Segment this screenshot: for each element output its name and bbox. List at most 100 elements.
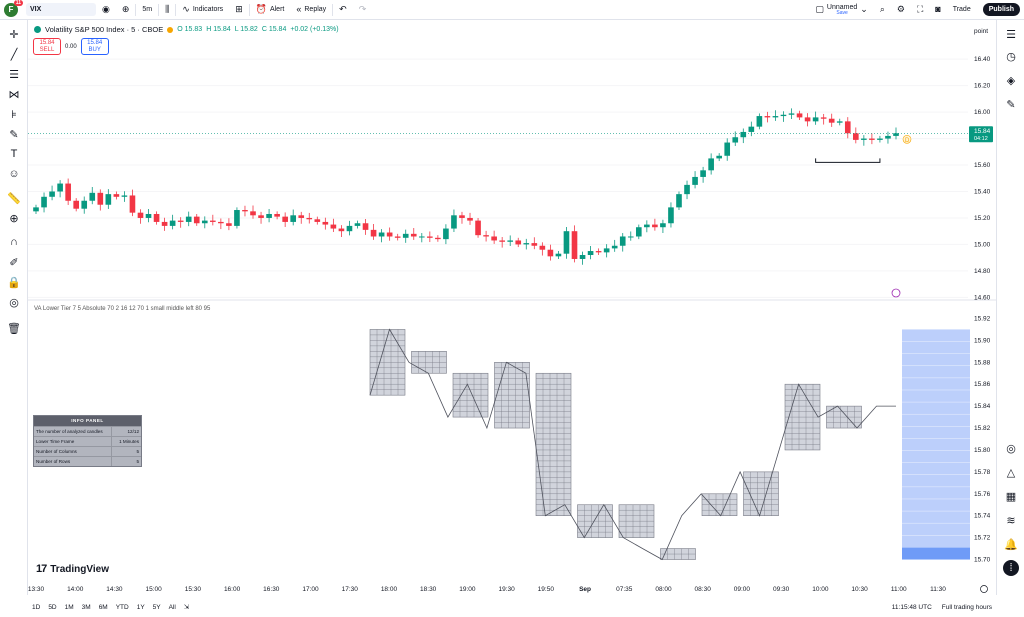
legend-title: Volatility S&P 500 Index · 5 · CBOE — [45, 25, 164, 34]
candle-body — [467, 217, 473, 221]
trade-button[interactable]: Trade — [947, 0, 977, 20]
streams-icon[interactable]: ≋ — [1006, 514, 1016, 527]
price-axis-tick-label: 15.20 — [974, 215, 991, 222]
session-label[interactable]: Full trading hours — [941, 603, 992, 611]
alerts-clock-icon[interactable]: ◷ — [1006, 50, 1016, 63]
candle-body — [81, 200, 88, 209]
brush-icon[interactable]: ✎ — [9, 128, 19, 141]
sell-button[interactable]: 15.84 SELL — [33, 38, 61, 55]
ideas-icon[interactable]: △ — [1006, 466, 1016, 479]
trash-icon[interactable]: 🗑 — [7, 322, 21, 335]
layers-icon[interactable]: ◈ — [1006, 74, 1016, 87]
add-symbol-button[interactable]: ⊕ — [116, 0, 136, 20]
undo-button[interactable]: ↶ — [333, 0, 353, 20]
indicator-axis-tick-label: 15.92 — [974, 315, 991, 322]
text-tool-icon[interactable]: T — [10, 148, 18, 160]
range-1y[interactable]: 1Y — [136, 603, 145, 611]
indicator-legend[interactable]: VA Lower Tier 7 5 Absolute 70 2 16 12 70… — [34, 306, 211, 312]
quick-search-button[interactable]: ⌕ — [874, 0, 891, 20]
info-key: Lower Time Frame — [34, 437, 112, 446]
range-6m[interactable]: 6M — [98, 603, 108, 611]
candle-body — [893, 133, 899, 136]
hide-drawings-icon[interactable]: ◎ — [9, 296, 19, 309]
rewind-icon: « — [296, 4, 302, 14]
candle-body — [266, 213, 272, 218]
clock-time[interactable]: 11:15:48 UTC — [891, 603, 932, 611]
buy-button[interactable]: 15.84 BUY — [80, 38, 109, 55]
tradingview-logo[interactable]: 17 TradingView — [36, 563, 109, 575]
time-axis-label: Sep — [579, 586, 591, 593]
target-icon[interactable]: ◎ — [1006, 442, 1016, 455]
pattern-icon[interactable]: ⋈ — [8, 88, 20, 101]
time-axis-label: 13:30 — [28, 586, 45, 593]
lock-icon[interactable]: 🔒 — [7, 276, 21, 289]
range-1d[interactable]: 1D — [32, 603, 41, 611]
chart-type-button[interactable]: ⫼ — [159, 0, 175, 20]
timeframe-button[interactable]: 5m — [136, 0, 158, 20]
ruler-icon[interactable]: 📏 — [7, 192, 21, 205]
indicator-pane[interactable]: 15.92 15.90 15.88 15.86 15.84 15.82 15.80 15.78… — [369, 315, 991, 564]
volume-profile-poc — [902, 547, 970, 560]
symbol-search[interactable]: VIX — [26, 3, 96, 16]
emoji-icon[interactable]: ☺ — [8, 168, 20, 180]
candle-body — [145, 213, 152, 218]
candle-body — [185, 216, 192, 222]
fullscreen-button[interactable]: ⛶ — [911, 0, 929, 20]
calendar-icon[interactable]: ▦ — [1005, 490, 1017, 503]
notifications-bell-icon[interactable]: 🔔 — [1004, 538, 1018, 551]
fib-levels-icon[interactable]: ☰ — [9, 68, 19, 81]
time-axis-label: 10:30 — [851, 586, 868, 593]
info-value: 5 — [112, 457, 141, 466]
templates-button[interactable]: ⊞ — [229, 0, 249, 20]
time-axis-label: 14:30 — [106, 586, 123, 593]
time-axis[interactable]: 13:30 14:00 14:30 15:00 15:30 16:00 16:30 17:00… — [28, 585, 988, 594]
range-all[interactable]: All — [168, 603, 176, 611]
logo-text: TradingView — [50, 563, 109, 575]
notes-icon[interactable]: ✎ — [1006, 98, 1016, 111]
magnet-icon[interactable]: ∩ — [10, 236, 18, 248]
candle-body — [346, 225, 353, 232]
range-ytd[interactable]: YTD — [115, 603, 129, 611]
last-price-tag — [969, 126, 993, 143]
candle-body — [33, 207, 39, 212]
time-axis-label: 18:00 — [381, 586, 398, 593]
range-5y[interactable]: 5Y — [152, 603, 161, 611]
range-3m[interactable]: 3M — [81, 603, 91, 611]
candle-body — [499, 240, 505, 242]
layout-menu-button[interactable]: ▢ Unnamed Save ⌄ — [809, 0, 873, 20]
watchlist-icon[interactable]: ☰ — [1006, 28, 1016, 41]
stay-in-drawing-icon[interactable]: ✐ — [9, 256, 19, 269]
settings-button[interactable]: ⚙ — [891, 0, 911, 20]
crosshair-icon[interactable]: ✛ — [9, 28, 19, 41]
price-axis-tick-label: 16.00 — [974, 109, 991, 116]
date-range-icon[interactable]: ⇲ — [183, 604, 190, 611]
apps-grid-icon[interactable]: ⁞ — [1003, 560, 1019, 576]
indicators-button[interactable]: ∿ Indicators — [176, 0, 229, 20]
legend-high: H 15.84 — [206, 26, 231, 33]
publish-button[interactable]: Publish — [982, 3, 1020, 16]
volume-profile-area — [902, 329, 970, 560]
candles-icon: ⫼ — [165, 4, 170, 14]
candle-body — [153, 213, 160, 222]
redo-button[interactable]: ↷ — [353, 0, 373, 20]
range-5d[interactable]: 5D — [48, 603, 57, 611]
indicator-axis-tick-label: 15.72 — [974, 535, 991, 542]
alert-button[interactable]: ⏰ Alert — [250, 0, 291, 20]
compare-symbol-button[interactable]: ◉ — [96, 0, 116, 20]
redo-icon: ↷ — [358, 4, 367, 14]
candle-body — [201, 220, 208, 224]
prediction-icon[interactable]: ⊧ — [11, 108, 17, 121]
candle-body — [306, 217, 313, 220]
candle-body — [298, 215, 305, 218]
trend-line-icon[interactable]: ╱ — [10, 48, 18, 61]
range-1m[interactable]: 1M — [64, 603, 74, 611]
screenshot-button[interactable]: ◙ — [929, 0, 946, 20]
main-price-pane[interactable]: 16.4016.2016.0015.8015.6015.4015.2015.00… — [28, 28, 993, 301]
chart-canvas[interactable]: 16.40 16.20 16.00 15.80 15.60 15.40 15.20 15.00… — [28, 20, 996, 598]
candle-body — [314, 219, 321, 222]
divider — [175, 3, 177, 16]
user-avatar[interactable]: F 11 — [4, 0, 23, 17]
market-status-icon — [34, 26, 41, 33]
replay-button[interactable]: « Replay — [290, 0, 332, 20]
zoom-in-icon[interactable]: ⊕ — [9, 212, 19, 225]
